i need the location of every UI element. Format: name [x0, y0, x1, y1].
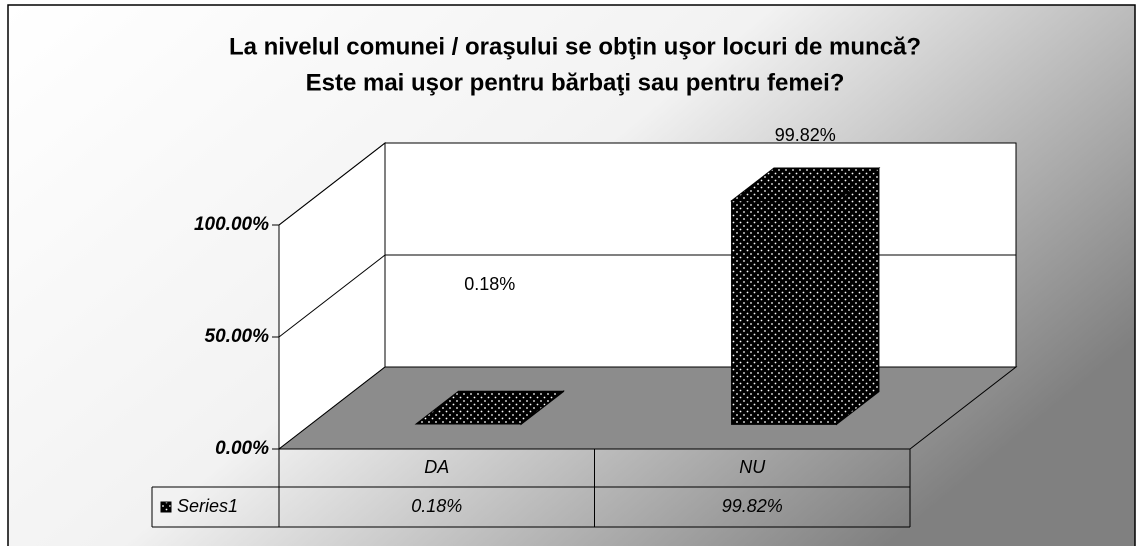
- table-value: 0.18%: [411, 496, 462, 516]
- grid-line: [278, 142, 386, 226]
- bar-side: [836, 166, 880, 426]
- bar-top: [414, 390, 565, 425]
- data-label: 99.82%: [775, 125, 836, 145]
- x-tick-label: DA: [424, 457, 449, 477]
- plot-area: 0.00% 50.00% 100.00% 0.18% 99.82% DA 0.18% NU 99…: [151, 125, 1018, 528]
- chart-title: La nivelul comunei / oraşului se obţin u…: [229, 33, 921, 60]
- bar: [730, 166, 881, 426]
- y-tick-label: 0.00%: [215, 438, 269, 459]
- bar-front: [731, 200, 838, 425]
- y-tick-label: 100.00%: [194, 214, 269, 235]
- y-tick-label: 50.00%: [205, 326, 270, 347]
- data-label: 0.18%: [464, 274, 515, 294]
- legend-swatch: [160, 501, 172, 513]
- table-value: 99.82%: [722, 496, 783, 516]
- floor: [277, 366, 1018, 450]
- legend-label: Series1: [177, 496, 238, 516]
- bar: [414, 390, 565, 426]
- x-tick-label: NU: [739, 457, 766, 477]
- chart-title: Este mai uşor pentru bărbaţi sau pentru …: [306, 69, 845, 96]
- grid-line: [278, 254, 386, 338]
